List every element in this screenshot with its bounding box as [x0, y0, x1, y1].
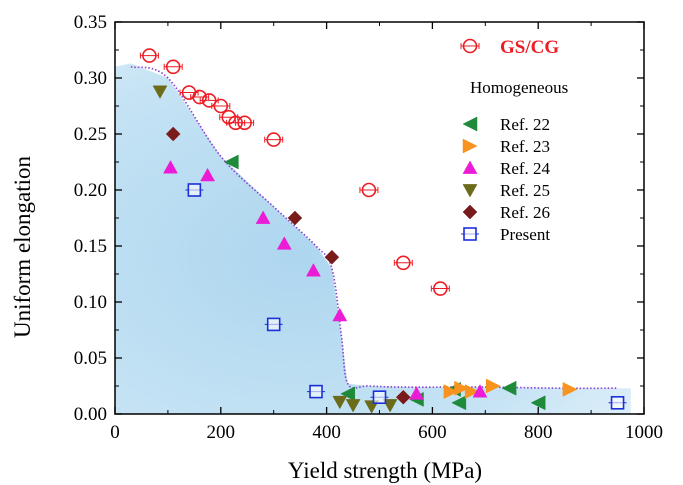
legend-label: Ref. 26	[500, 203, 550, 222]
y-tick-label: 0.20	[74, 180, 107, 201]
x-tick-label: 400	[312, 422, 341, 443]
x-axis-label: Yield strength (MPa)	[288, 458, 482, 483]
data-point	[371, 391, 389, 403]
legend-label: Ref. 25	[500, 181, 550, 200]
x-tick-label: 0	[110, 422, 120, 443]
x-tick-label: 200	[207, 422, 236, 443]
x-tick-label: 600	[418, 422, 447, 443]
data-point	[265, 318, 283, 330]
legend-label: Ref. 23	[500, 137, 550, 156]
data-point	[185, 184, 203, 196]
data-point	[307, 386, 325, 398]
y-tick-label: 0.10	[74, 292, 107, 313]
legend-label: Ref. 24	[500, 159, 551, 178]
legend-subheading: Homogeneous	[470, 78, 568, 97]
legend-label: Present	[500, 225, 550, 244]
y-tick-label: 0.25	[74, 124, 107, 145]
y-tick-label: 0.30	[74, 68, 107, 89]
y-tick-label: 0.35	[74, 12, 107, 33]
y-tick-label: 0.00	[74, 404, 107, 425]
legend-label: Ref. 22	[500, 115, 550, 134]
x-tick-label: 1000	[625, 422, 663, 443]
x-tick-label: 800	[524, 422, 553, 443]
y-tick-label: 0.05	[74, 348, 107, 369]
y-axis-label: Uniform elongation	[10, 155, 35, 338]
legend-marker	[461, 228, 479, 240]
data-point	[609, 397, 627, 409]
legend-label: GS/CG	[500, 37, 559, 58]
y-tick-label: 0.15	[74, 236, 107, 257]
